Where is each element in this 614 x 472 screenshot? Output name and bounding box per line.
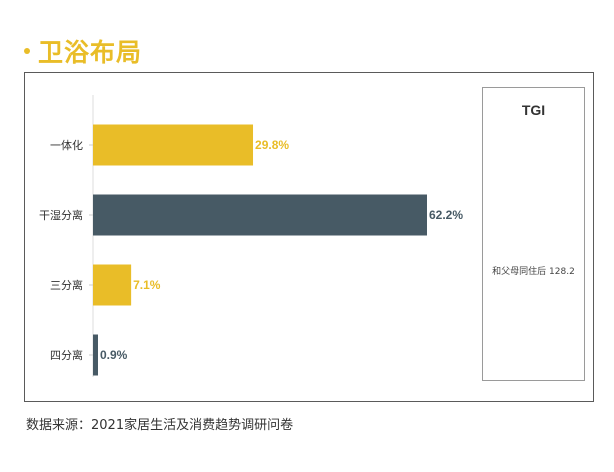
bar-value-label: 7.1% [133, 278, 161, 292]
tgi-value: 和父母同住后 128.2 [492, 267, 575, 277]
category-label: 一体化 [50, 138, 83, 152]
category-label: 干湿分离 [39, 208, 83, 222]
bar-value-label: 0.9% [100, 348, 128, 362]
bar-value-label: 62.2% [429, 208, 463, 222]
title-bullet-icon [24, 48, 30, 54]
bar-2 [93, 194, 427, 236]
category-label: 四分离 [50, 348, 83, 362]
tgi-panel: TGI 和父母同住后 128.2 [482, 87, 585, 381]
chart-title: 卫浴布局 [38, 38, 143, 67]
bar-chart: 一体化 29.8% 干湿分离 62.2% 三分离 7.1% 四分离 0.9% [39, 95, 463, 377]
chart-frame: 一体化 29.8% 干湿分离 62.2% 三分离 7.1% 四分离 0.9% TGI 和父母同… [24, 72, 594, 402]
bar-1 [93, 124, 254, 166]
chart-title-area: 卫浴布局 [24, 34, 142, 68]
bar-value-label: 29.8% [255, 138, 289, 152]
category-label: 三分离 [50, 278, 83, 292]
bar-4 [93, 334, 98, 376]
bar-3 [93, 264, 132, 306]
data-source: 数据来源：2021家居生活及消费趋势调研问卷 [26, 418, 294, 433]
tgi-header: TGI [521, 102, 546, 118]
